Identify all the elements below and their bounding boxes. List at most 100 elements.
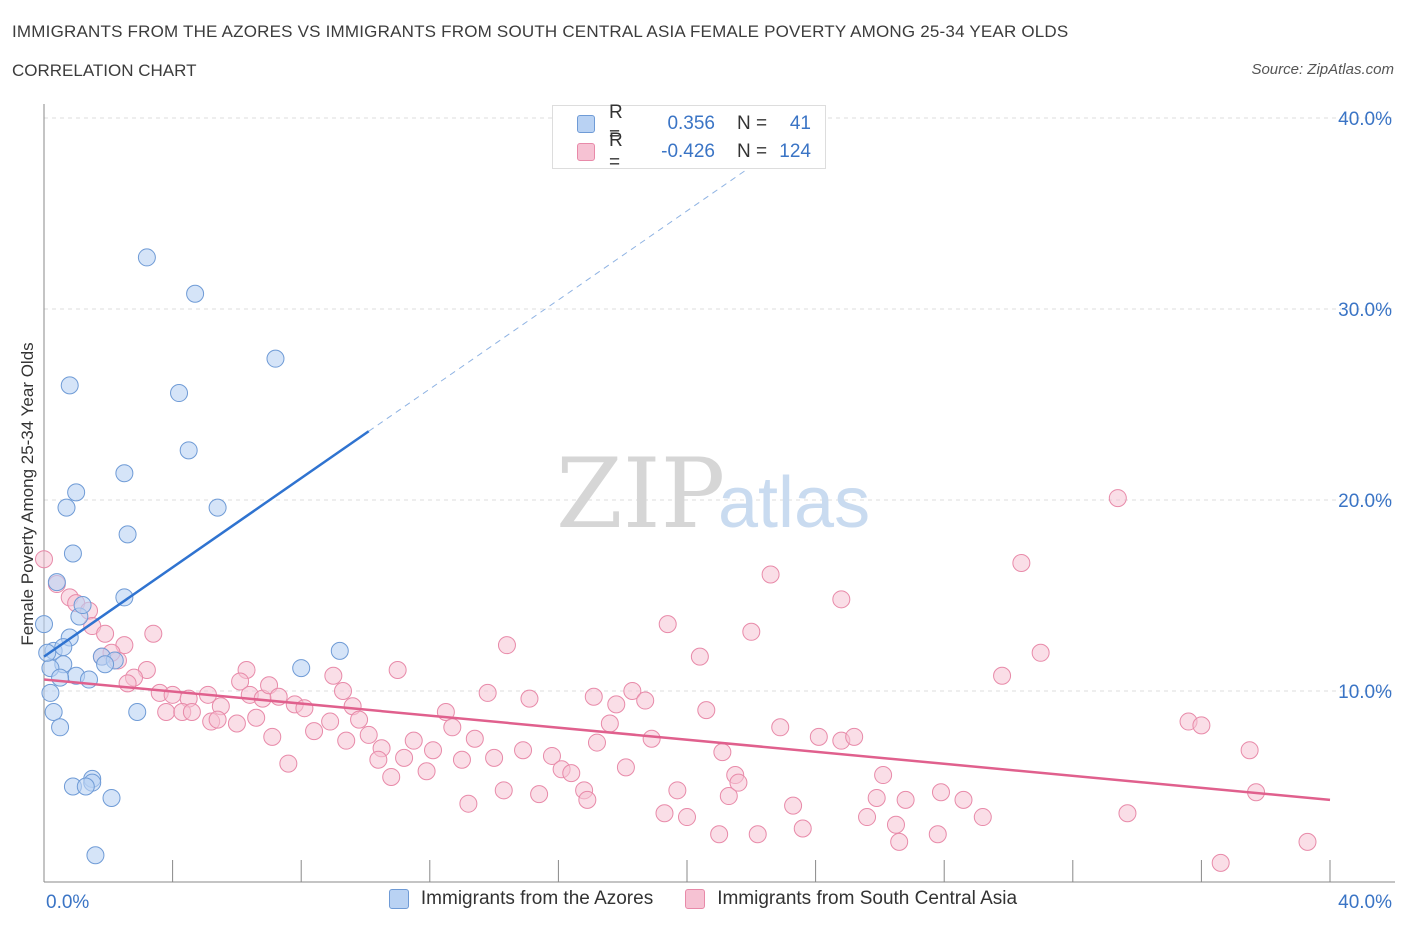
asia-point — [642, 729, 661, 748]
asia-point — [896, 790, 915, 809]
asia-point — [333, 682, 352, 700]
asia-trend-line — [43, 678, 1331, 802]
asia-point — [1240, 741, 1259, 760]
legend-item-asia[interactable]: Immigrants from South Central Asia — [685, 888, 1017, 910]
asia-point — [231, 672, 250, 691]
asia-point — [359, 725, 378, 744]
asia-point — [742, 622, 761, 641]
asia-point — [497, 636, 516, 655]
asia-point — [35, 550, 53, 569]
gridlines — [44, 117, 1395, 692]
y-tick-label: 30.0% — [1338, 300, 1392, 321]
asia-point — [845, 727, 864, 746]
asia-point — [1298, 832, 1317, 851]
source-label: Source: ZipAtlas.com — [1251, 61, 1394, 78]
asia-point — [1192, 716, 1211, 735]
legend-label-asia: Immigrants from South Central Asia — [717, 888, 1018, 909]
legend-r-value: -0.426 — [661, 141, 715, 162]
azores-point — [86, 846, 105, 865]
legend-n-value: 124 — [779, 141, 811, 162]
asia-point — [578, 790, 597, 809]
asia-point — [890, 832, 909, 851]
azores-trend-extension — [368, 148, 778, 432]
azores-point — [102, 788, 121, 807]
asia-point — [973, 808, 992, 827]
asia-point — [710, 825, 729, 844]
asia-point — [443, 718, 462, 737]
asia-point — [719, 787, 738, 806]
azores-point — [170, 384, 189, 403]
trend-lines — [43, 148, 1331, 802]
asia-point — [382, 767, 401, 786]
asia-point — [928, 825, 947, 844]
asia-point — [784, 796, 803, 815]
asia-point — [337, 731, 356, 750]
asia-point — [485, 748, 504, 767]
asia-point — [424, 741, 443, 760]
asia-point — [118, 674, 137, 693]
chart-subtitle: CORRELATION CHART — [12, 61, 197, 80]
watermark-atlas: atlas — [718, 463, 870, 543]
asia-point — [1031, 643, 1050, 662]
asia-point — [247, 708, 266, 727]
asia-point — [350, 710, 369, 729]
asia-point — [321, 712, 340, 731]
asia-point — [771, 718, 790, 737]
legend-label-azores: Immigrants from the Azores — [420, 888, 654, 909]
series-legend: Immigrants from the Azores Immigrants fr… — [0, 888, 1406, 910]
azores-point — [96, 655, 115, 674]
asia-point — [157, 703, 176, 722]
asia-point — [729, 773, 748, 792]
asia-point — [163, 685, 182, 704]
asia-point — [858, 808, 877, 827]
asia-point — [874, 766, 893, 785]
asia-point — [542, 746, 561, 765]
asia-point — [465, 729, 484, 748]
azores-point — [76, 777, 95, 796]
azores-point — [137, 248, 156, 267]
azores-point — [186, 284, 205, 303]
legend-n-label: N = — [737, 113, 768, 134]
watermark-zip: ZIP — [556, 438, 725, 550]
azores-point — [47, 573, 66, 592]
asia-point — [1118, 804, 1137, 823]
asia-point — [263, 727, 282, 746]
azores-point — [330, 641, 349, 660]
asia-point — [793, 819, 812, 838]
azores-point — [266, 349, 285, 368]
asia-point — [678, 808, 696, 827]
legend-row-azores: R = 0.356 N = 41 — [577, 102, 811, 145]
azores-point — [41, 683, 60, 702]
asia-point — [144, 624, 163, 643]
azores-point — [67, 483, 86, 502]
azores-point — [63, 544, 82, 563]
legend-r-value: 0.356 — [667, 113, 715, 134]
asia-point — [530, 785, 549, 804]
azores-point — [115, 464, 134, 483]
asia-point — [514, 741, 533, 760]
asia-point — [96, 624, 115, 643]
legend-r-label: R = — [609, 102, 623, 145]
series-azores-points — [35, 248, 349, 865]
azores-point — [179, 441, 198, 460]
y-tick-label: 40.0% — [1338, 109, 1392, 130]
asia-swatch — [577, 143, 595, 161]
azores-point — [57, 498, 76, 517]
chart-title: IMMIGRANTS FROM THE AZORES VS IMMIGRANTS… — [12, 22, 1069, 41]
asia-point — [832, 590, 851, 609]
asia-point — [260, 676, 279, 695]
asia-point — [809, 727, 828, 746]
asia-point — [600, 714, 619, 733]
asia-point — [584, 687, 603, 706]
azores-trend-line — [43, 430, 370, 658]
legend-item-azores[interactable]: Immigrants from the Azores — [388, 888, 654, 910]
asia-point — [587, 733, 606, 752]
asia-point — [227, 714, 246, 733]
legend-n-value: 41 — [789, 113, 811, 134]
asia-point — [417, 762, 436, 781]
x-tick-label: 0.0% — [46, 892, 89, 913]
asia-point — [404, 731, 423, 750]
azores-point — [292, 659, 311, 678]
asia-point — [690, 647, 709, 666]
